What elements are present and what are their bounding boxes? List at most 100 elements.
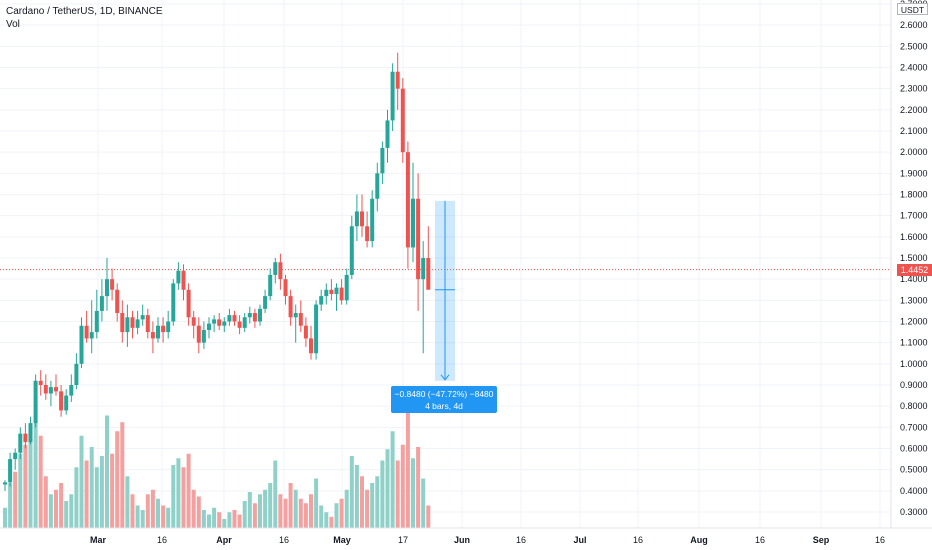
volume-bar	[23, 444, 28, 528]
time-tick-label: 17	[398, 535, 408, 545]
time-tick-label: 16	[755, 535, 765, 545]
candle	[385, 109, 390, 163]
price-axis[interactable]: 2.70002.60002.50002.40002.30002.20002.10…	[900, 0, 928, 517]
volume-bar	[278, 494, 283, 528]
candle-body	[48, 387, 53, 394]
volume-bar	[258, 494, 262, 528]
candle-body	[319, 296, 324, 305]
candle-body	[150, 332, 155, 339]
volume-bar	[344, 489, 349, 528]
candle	[13, 448, 18, 470]
candle	[135, 310, 140, 335]
candle-body	[421, 258, 426, 280]
measure-tool[interactable]	[435, 200, 455, 381]
price-tick-label: 0.4000	[900, 486, 928, 496]
volume-bar	[252, 503, 257, 528]
price-tick-label: 0.7000	[900, 422, 928, 432]
candle-body	[303, 325, 308, 339]
volume-bar	[105, 415, 109, 528]
candle-body	[273, 262, 278, 275]
volume-bar	[288, 483, 293, 528]
candle	[33, 374, 38, 428]
candle	[212, 315, 217, 333]
candle	[84, 310, 89, 343]
candle-body	[416, 198, 421, 280]
candle	[3, 480, 7, 491]
candle-body	[176, 270, 181, 284]
candle	[263, 289, 268, 314]
candle-body	[349, 226, 354, 275]
volume-bar	[405, 408, 410, 528]
time-tick-label: Mar	[90, 535, 107, 545]
time-axis[interactable]: Mar 16 Apr 16 May 17 Jun 16 Jul 16 Aug 16 Sep 16	[90, 535, 885, 545]
candle	[390, 63, 395, 131]
candle-body	[191, 317, 196, 326]
candle	[120, 300, 125, 343]
price-tick-label: 1.6000	[900, 232, 928, 242]
candle-body	[161, 325, 166, 333]
volume-bar	[298, 498, 303, 528]
price-tick-label: 1.2000	[900, 317, 928, 327]
candle-body	[89, 332, 94, 339]
candle-body	[288, 296, 293, 318]
candle-body	[212, 319, 217, 324]
candle-body	[329, 289, 334, 294]
candle-body	[38, 380, 43, 385]
volume-bars	[3, 408, 431, 528]
volume-bar	[319, 505, 324, 528]
symbol-title[interactable]: Cardano / TetherUS, 1D, BINANCE	[6, 6, 163, 17]
price-tick-label: 1.7000	[900, 211, 928, 221]
volume-bar	[79, 435, 84, 528]
volume-bar	[380, 460, 385, 528]
candle	[191, 310, 196, 339]
candle	[268, 268, 273, 301]
volume-bar	[329, 516, 334, 528]
candle-body	[135, 319, 140, 328]
price-tick-label: 2.5000	[900, 41, 928, 51]
candle	[105, 258, 109, 311]
candle	[43, 374, 48, 400]
volume-indicator-label[interactable]: Vol	[6, 19, 20, 30]
candle	[365, 211, 370, 248]
volume-bar	[18, 453, 23, 528]
volume-bar	[201, 510, 206, 528]
candle-body	[201, 329, 206, 343]
measure-bars-text: 4 bars, 4d	[425, 401, 463, 411]
candle	[38, 370, 43, 396]
candle	[252, 308, 257, 328]
candle-body	[232, 315, 237, 322]
time-tick-label: 16	[516, 535, 526, 545]
candle	[395, 52, 400, 110]
candle	[207, 317, 211, 339]
candle-body	[237, 321, 242, 328]
candle	[411, 162, 415, 263]
candle-body	[354, 211, 359, 227]
candle	[232, 310, 237, 326]
price-tick-label: 2.0000	[900, 147, 928, 157]
price-tick-label: 1.8000	[900, 190, 928, 200]
volume-bar	[237, 514, 242, 528]
volume-bar	[268, 483, 273, 528]
candle-body	[293, 313, 298, 318]
volume-bar	[395, 460, 400, 528]
volume-bar	[247, 492, 252, 528]
candle-body	[23, 433, 28, 443]
candle	[23, 423, 28, 449]
volume-bar	[370, 483, 375, 528]
time-tick-label: May	[333, 535, 351, 545]
candle-body	[247, 313, 252, 318]
volume-bar	[196, 496, 201, 528]
currency-label[interactable]: USDT	[897, 3, 928, 15]
candle	[145, 308, 150, 339]
time-tick-label: 16	[633, 535, 643, 545]
candle-body	[207, 323, 211, 330]
candle-body	[156, 325, 160, 339]
volume-bar	[314, 478, 319, 528]
candle	[405, 141, 410, 269]
volume-bar	[324, 512, 329, 528]
candle-body	[375, 173, 380, 199]
candle	[237, 315, 242, 335]
candle-body	[181, 270, 186, 290]
volume-bar	[217, 512, 222, 528]
